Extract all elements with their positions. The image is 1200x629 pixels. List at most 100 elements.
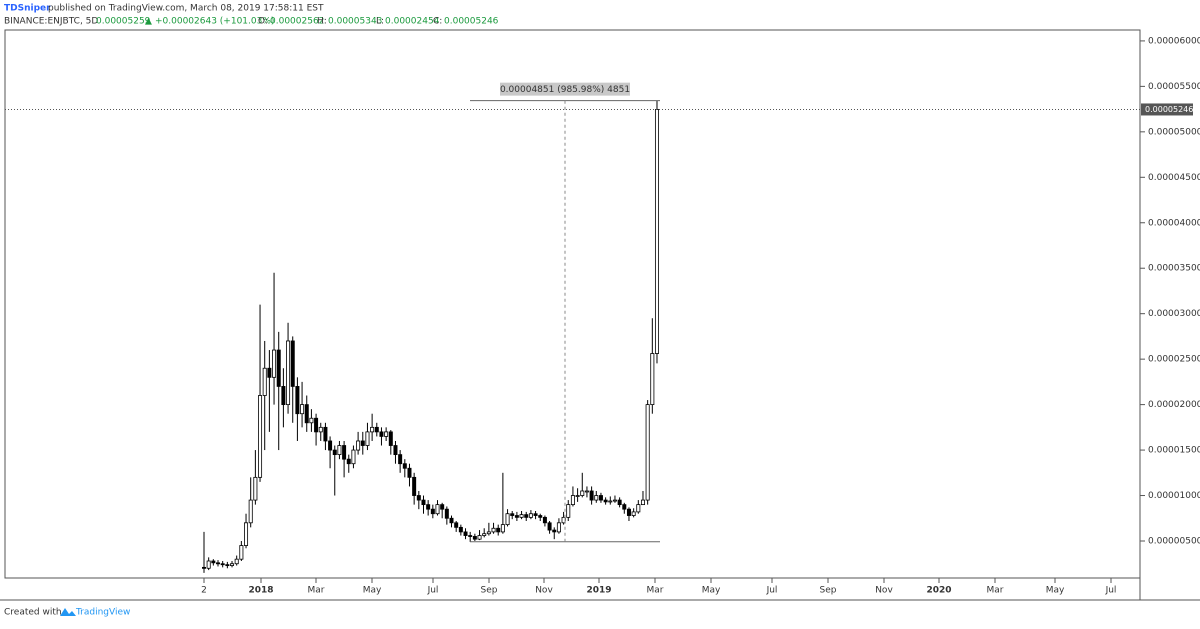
o-label: O: xyxy=(258,17,268,27)
candle-body xyxy=(561,516,566,524)
candle-body xyxy=(262,367,267,396)
candle-body xyxy=(216,562,221,565)
candle-body xyxy=(421,499,426,506)
candle-body xyxy=(388,431,393,446)
candle-body xyxy=(346,458,351,465)
y-tick-label: 0.00002500 xyxy=(1148,355,1200,365)
candle-body xyxy=(542,516,547,524)
logo xyxy=(60,608,76,616)
candle-body xyxy=(640,499,645,506)
candle-body xyxy=(538,515,543,518)
candle-body xyxy=(206,560,211,569)
candle-body xyxy=(472,536,477,540)
candle-body xyxy=(351,449,356,465)
candle-body xyxy=(258,395,263,478)
low: 0.00002454 xyxy=(385,17,440,27)
candle-body xyxy=(580,490,585,496)
x-tick-label: Jul xyxy=(427,586,439,596)
candle-body xyxy=(426,504,431,510)
author[interactable]: TDSniper xyxy=(4,4,51,14)
x-tick-label: Mar xyxy=(987,586,1004,596)
candle-body xyxy=(463,531,468,536)
candle-body xyxy=(309,417,314,424)
candle-body xyxy=(491,527,496,533)
candle-body xyxy=(416,495,421,501)
y-tick-label: 0.00000500 xyxy=(1148,536,1200,546)
y-tick-label: 0.00005500 xyxy=(1148,82,1200,92)
y-tick-label: 0.00005000 xyxy=(1148,127,1200,137)
candle-body xyxy=(636,504,641,513)
x-tick-label: 2020 xyxy=(926,586,951,596)
candle-body xyxy=(244,522,249,546)
candle-body xyxy=(412,476,417,496)
candle-body xyxy=(477,535,482,540)
open: 0.00002562 xyxy=(270,17,324,27)
x-tick-label: Mar xyxy=(647,586,664,596)
candle-body xyxy=(570,495,575,506)
candle-body xyxy=(631,511,636,516)
candle-body xyxy=(323,426,328,442)
candle-body xyxy=(449,517,454,524)
candle-body xyxy=(290,340,295,387)
y-tick-label: 0.00006000 xyxy=(1148,36,1200,46)
candle-body xyxy=(650,353,655,406)
y-tick-label: 0.00004500 xyxy=(1148,173,1200,183)
candle-body xyxy=(342,445,347,460)
candle-body xyxy=(435,504,440,515)
candle-body xyxy=(589,490,594,501)
change: +0.00002643 (+101.03%) xyxy=(155,17,274,27)
footer-brand[interactable]: TradingView xyxy=(75,608,130,618)
y-tick-label: 0.00003500 xyxy=(1148,264,1200,274)
candle-body xyxy=(486,531,491,535)
candle-body xyxy=(295,386,300,415)
x-tick-label: May xyxy=(702,586,721,596)
candle-body xyxy=(458,526,463,533)
candle-body xyxy=(201,566,206,569)
last-price: 0.00005259 xyxy=(96,17,151,27)
candle-body xyxy=(337,445,342,456)
candle-body xyxy=(430,508,435,515)
candle-body xyxy=(318,426,323,433)
candle-body xyxy=(286,340,291,406)
x-tick-label: May xyxy=(363,586,382,596)
candle-body xyxy=(220,563,225,566)
y-tick-label: 0.00003000 xyxy=(1148,309,1200,319)
candle-body xyxy=(267,367,272,378)
symbol: BINANCE:ENJBTC, 5D xyxy=(4,17,98,27)
candle-body xyxy=(253,476,258,501)
candle-body xyxy=(505,513,510,526)
candle-body xyxy=(617,499,622,506)
candle-body xyxy=(510,513,515,516)
y-tick-label: 0.00001000 xyxy=(1148,491,1200,501)
candle-body xyxy=(496,527,501,533)
candle-body xyxy=(328,440,333,451)
candle-body xyxy=(566,504,571,518)
candle-body xyxy=(612,499,617,502)
candle-body xyxy=(547,522,552,531)
x-tick-label: Sep xyxy=(481,586,498,596)
y-tick-label: 0.00004000 xyxy=(1148,218,1200,228)
x-tick-label: May xyxy=(1046,586,1065,596)
candle-body xyxy=(626,508,631,516)
candle-body xyxy=(374,426,379,433)
candle-body xyxy=(304,404,309,424)
x-tick-label: 2018 xyxy=(248,586,273,596)
candle-body xyxy=(468,535,473,537)
candle-body xyxy=(300,404,305,415)
candle-body xyxy=(398,454,403,465)
candle-body xyxy=(211,560,216,564)
candle-body xyxy=(500,524,505,533)
x-tick-label: 2 xyxy=(201,586,207,596)
candle-body xyxy=(556,522,561,533)
candle-body xyxy=(225,564,230,567)
x-tick-label: Nov xyxy=(875,586,893,596)
close: 0.00005246 xyxy=(444,17,499,27)
candle-body xyxy=(360,440,365,446)
arrow: ▲ xyxy=(145,17,152,27)
candle-body xyxy=(598,495,603,501)
candle-body xyxy=(584,490,589,493)
x-tick-label: Jul xyxy=(1105,586,1117,596)
